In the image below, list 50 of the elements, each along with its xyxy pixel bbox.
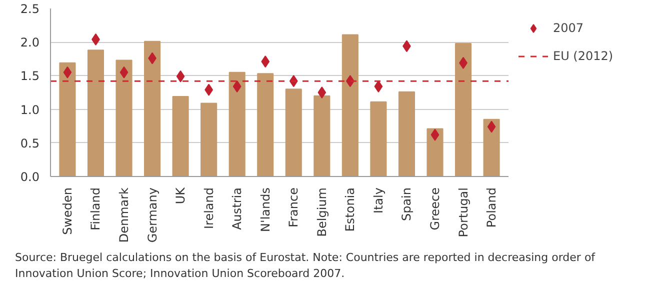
bar (285, 88, 302, 176)
bar (370, 101, 387, 176)
bar (228, 72, 246, 176)
bar (172, 96, 189, 176)
x-tick-label: N'lands (258, 188, 272, 232)
bar (483, 118, 500, 176)
x-tick-label: Belgium (314, 187, 329, 237)
point (63, 66, 72, 78)
bar (144, 40, 161, 176)
point (374, 80, 383, 92)
x-tick-label: Poland (484, 188, 499, 228)
x-tick-label: Finland (88, 187, 103, 230)
x-tick-label: Ireland (202, 187, 216, 229)
x-tick-label: Sweden (60, 188, 74, 235)
y-tick-label: 2.5 (20, 2, 40, 16)
y-tick-label: 0.0 (20, 170, 40, 184)
point (176, 70, 185, 82)
y-tick-label: 1.5 (20, 69, 40, 84)
point (232, 80, 242, 92)
x-tick-label: France (286, 187, 301, 228)
x-tick-label: Estonia (343, 187, 358, 232)
x-tick-label: Portugal (456, 187, 470, 238)
x-tick-label: Italy (371, 187, 386, 214)
x-tick-label: Austria (230, 187, 244, 230)
bar (454, 42, 472, 176)
bar (426, 128, 444, 176)
bar (398, 91, 415, 176)
point (487, 120, 496, 133)
bar (59, 62, 76, 176)
x-tick-label: UK (174, 186, 188, 204)
bar (314, 95, 330, 176)
bar (257, 73, 274, 176)
x-tick-label: Denmark (117, 187, 132, 243)
bar (342, 34, 358, 176)
y-tick-label: 0.5 (20, 136, 40, 150)
point (261, 56, 270, 68)
x-tick-label: Spain (400, 187, 414, 222)
legend-label: 2007 (553, 21, 584, 35)
legend-label: EU (2012) (553, 49, 614, 63)
bar (87, 50, 104, 176)
source-note: Source: Bruegel calculations on the basis of Eurostat. Note: Countries are reported in decreasing order of Innovation Union Score; Innovation Union Scoreboard 2007. (15, 250, 596, 282)
bar (116, 60, 132, 176)
y-tick-label: 1.0 (20, 102, 40, 117)
point (120, 66, 128, 78)
point (430, 128, 440, 141)
x-tick-label: Germany (145, 188, 160, 243)
y-tick-label: 2.0 (20, 36, 40, 50)
bar (200, 102, 218, 176)
point (318, 86, 326, 98)
x-tick-label: Greece (428, 187, 442, 230)
